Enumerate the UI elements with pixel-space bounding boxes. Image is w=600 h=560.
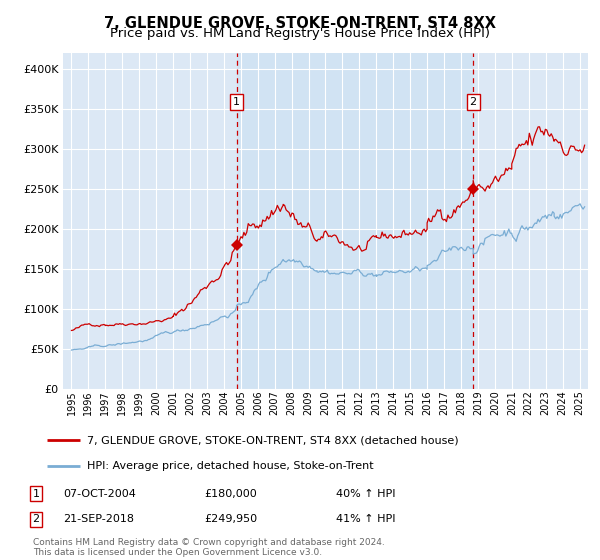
- Text: 41% ↑ HPI: 41% ↑ HPI: [336, 514, 395, 524]
- Text: 07-OCT-2004: 07-OCT-2004: [63, 489, 136, 499]
- Text: 2: 2: [32, 514, 40, 524]
- Text: 1: 1: [32, 489, 40, 499]
- Text: 40% ↑ HPI: 40% ↑ HPI: [336, 489, 395, 499]
- Bar: [236, 53, 473, 389]
- Text: Price paid vs. HM Land Registry's House Price Index (HPI): Price paid vs. HM Land Registry's House …: [110, 27, 490, 40]
- Text: £180,000: £180,000: [204, 489, 257, 499]
- Text: HPI: Average price, detached house, Stoke-on-Trent: HPI: Average price, detached house, Stok…: [86, 461, 373, 471]
- Text: 2: 2: [470, 97, 477, 107]
- Text: 21-SEP-2018: 21-SEP-2018: [63, 514, 134, 524]
- Text: 7, GLENDUE GROVE, STOKE-ON-TRENT, ST4 8XX: 7, GLENDUE GROVE, STOKE-ON-TRENT, ST4 8X…: [104, 16, 496, 31]
- Text: 7, GLENDUE GROVE, STOKE-ON-TRENT, ST4 8XX (detached house): 7, GLENDUE GROVE, STOKE-ON-TRENT, ST4 8X…: [86, 435, 458, 445]
- Text: Contains HM Land Registry data © Crown copyright and database right 2024.
This d: Contains HM Land Registry data © Crown c…: [33, 538, 385, 557]
- Text: £249,950: £249,950: [204, 514, 257, 524]
- Text: 1: 1: [233, 97, 240, 107]
